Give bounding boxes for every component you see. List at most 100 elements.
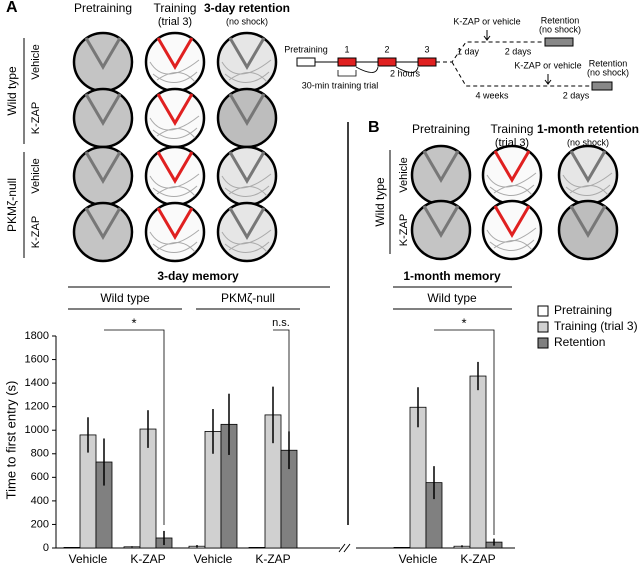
maze — [72, 201, 134, 263]
bracket — [337, 66, 419, 77]
significance-bracket — [104, 329, 495, 535]
maze — [410, 199, 472, 261]
maze-zone — [84, 207, 122, 240]
column-note: (trial 3) — [495, 137, 529, 149]
maze-zone — [569, 150, 607, 183]
maze-zone — [228, 37, 266, 70]
bar — [409, 406, 427, 549]
timeline-box — [296, 57, 316, 67]
y-axis-title: Time to first entry (s) — [3, 381, 18, 500]
timeline-label: Retention — [541, 15, 580, 25]
maze-track — [486, 172, 537, 196]
legend-swatch — [537, 321, 549, 333]
maze-track — [221, 229, 272, 253]
column-header: 1-month retention — [537, 122, 639, 136]
y-tick-label: 1600 — [25, 353, 49, 365]
maze-track — [149, 173, 200, 197]
maze-zone — [493, 205, 531, 238]
y-tick-label: 1400 — [25, 377, 49, 389]
maze — [72, 87, 134, 149]
y-tick-label: 1000 — [25, 424, 49, 436]
row-label: Vehicle — [398, 157, 410, 192]
x-tick-label: K-ZAP — [460, 552, 495, 566]
row-label: K-ZAP — [30, 216, 42, 248]
column-note: (trial 3) — [158, 16, 192, 28]
timeline-label: Pretraining — [284, 44, 328, 54]
maze — [72, 145, 134, 207]
row-group: Wild type — [5, 66, 19, 116]
significance: * — [461, 315, 466, 330]
panel-label: B — [368, 119, 380, 136]
legend-label: Training (trial 3) — [554, 319, 638, 333]
maze-zone — [493, 150, 531, 183]
bar — [469, 375, 487, 549]
column-header: 3-day retention — [204, 1, 290, 15]
maze — [557, 199, 619, 261]
maze-zone — [84, 151, 122, 184]
timeline-box — [591, 81, 613, 91]
maze-track — [149, 115, 200, 139]
timeline-box — [337, 57, 357, 67]
timeline-label: Retention — [589, 58, 628, 68]
timeline-box — [417, 57, 437, 67]
legend-swatch — [537, 337, 549, 349]
timeline-label: 2 — [384, 44, 389, 54]
timeline-label: K-ZAP or vehicle — [514, 60, 581, 70]
maze-track — [562, 172, 613, 196]
arrow — [483, 30, 552, 85]
group-label: Wild type — [427, 291, 477, 305]
maze-track — [486, 227, 537, 251]
x-tick-label: K-ZAP — [130, 552, 165, 566]
y-tick-label: 0 — [43, 542, 49, 554]
column-header: Pretraining — [412, 122, 470, 136]
maze-zone — [156, 151, 194, 184]
group-label: PKMζ-null — [221, 291, 275, 305]
y-tick-label: 1200 — [25, 401, 49, 413]
legend-label: Retention — [554, 335, 605, 349]
panel-label: A — [6, 0, 18, 16]
maze-zone — [422, 150, 460, 183]
column-note: (no shock) — [567, 137, 609, 147]
maze-track — [221, 59, 272, 83]
maze — [216, 87, 278, 149]
significance: n.s. — [272, 317, 290, 329]
y-tick-label: 800 — [31, 448, 49, 460]
timeline-box — [377, 57, 397, 67]
chart-title: 1-month memory — [403, 269, 501, 283]
layout — [23, 30, 613, 553]
row-label: Vehicle — [30, 158, 42, 193]
maze-zone — [228, 93, 266, 126]
timeline-branch — [436, 41, 592, 87]
row-label: K-ZAP — [30, 102, 42, 134]
column-header: Pretraining — [74, 1, 132, 15]
timeline-label: 2 days — [505, 46, 532, 56]
legend-label: Pretraining — [554, 303, 612, 317]
maze-zone — [84, 93, 122, 126]
maze-zone — [156, 37, 194, 70]
x-tick-label: K-ZAP — [255, 552, 290, 566]
timeline-label: 4 weeks — [475, 90, 509, 100]
x-tick-label: Vehicle — [194, 552, 233, 566]
timeline-label: 1 — [344, 44, 349, 54]
x-tick-label: Vehicle — [69, 552, 108, 566]
chart-title: 3-day memory — [157, 269, 239, 283]
timeline-label: K-ZAP or vehicle — [453, 16, 520, 26]
y-tick-label: 600 — [31, 471, 49, 483]
row-label: K-ZAP — [398, 214, 410, 246]
axis-break — [338, 543, 351, 553]
column-note: (no shock) — [226, 16, 268, 26]
y-tick-label: 400 — [31, 495, 49, 507]
timeline-label: 2 hours — [390, 68, 421, 78]
significance: * — [131, 315, 136, 330]
y-tick-label: 1800 — [25, 330, 49, 342]
timeline-label: 30-min training trial — [302, 80, 379, 90]
maze-zone — [156, 207, 194, 240]
maze-track — [149, 229, 200, 253]
maze-zone — [228, 151, 266, 184]
column-header: Training — [491, 122, 534, 136]
x-tick-label: Vehicle — [399, 552, 438, 566]
row-label: Vehicle — [30, 44, 42, 79]
row-group: PKMζ-null — [5, 178, 19, 232]
maze-track — [221, 173, 272, 197]
